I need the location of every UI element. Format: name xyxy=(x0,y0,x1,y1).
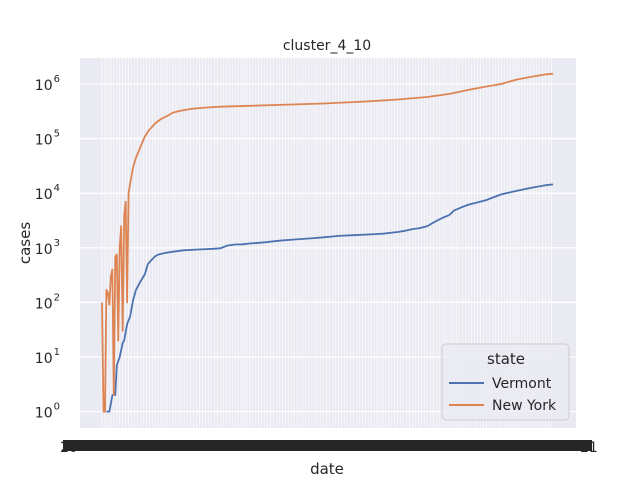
y-tick-exponent: 5 xyxy=(54,129,60,140)
series-line-vermont xyxy=(106,183,554,413)
legend: state Vermont New York xyxy=(441,343,570,421)
y-grid xyxy=(80,83,576,413)
y-tick-exponent: 3 xyxy=(54,238,60,249)
series-lines xyxy=(101,72,554,413)
chart-title: cluster_4_10 xyxy=(283,38,371,54)
y-tick-exponent: 1 xyxy=(54,347,60,358)
x-tick-labels: 20 21 xyxy=(60,440,598,456)
x-tick-mark-label xyxy=(585,440,592,451)
legend-label-vermont: Vermont xyxy=(492,376,552,392)
x-axis-label: date xyxy=(310,460,344,478)
y-tick-label: 106 xyxy=(35,74,60,94)
y-tick-label: 102 xyxy=(35,292,60,312)
legend-title: state xyxy=(487,350,525,368)
x-tick-label-last: 21 xyxy=(580,440,598,456)
series-line-new-york xyxy=(101,72,554,413)
y-tick-label: 100 xyxy=(35,402,60,422)
y-tick-label: 103 xyxy=(35,238,60,258)
y-tick-label: 104 xyxy=(35,183,60,203)
y-tick-exponent: 0 xyxy=(54,402,60,413)
y-tick-exponent: 2 xyxy=(54,292,60,303)
y-tick-exponent: 4 xyxy=(54,183,60,194)
legend-box xyxy=(441,343,570,421)
y-axis-label: cases xyxy=(16,222,34,264)
y-tick-label: 101 xyxy=(35,347,60,367)
x-tick-label-first: 20 xyxy=(60,440,78,456)
y-tick-label: 105 xyxy=(35,129,60,149)
y-tick-exponent: 6 xyxy=(54,74,60,85)
legend-label-new-york: New York xyxy=(492,398,557,414)
